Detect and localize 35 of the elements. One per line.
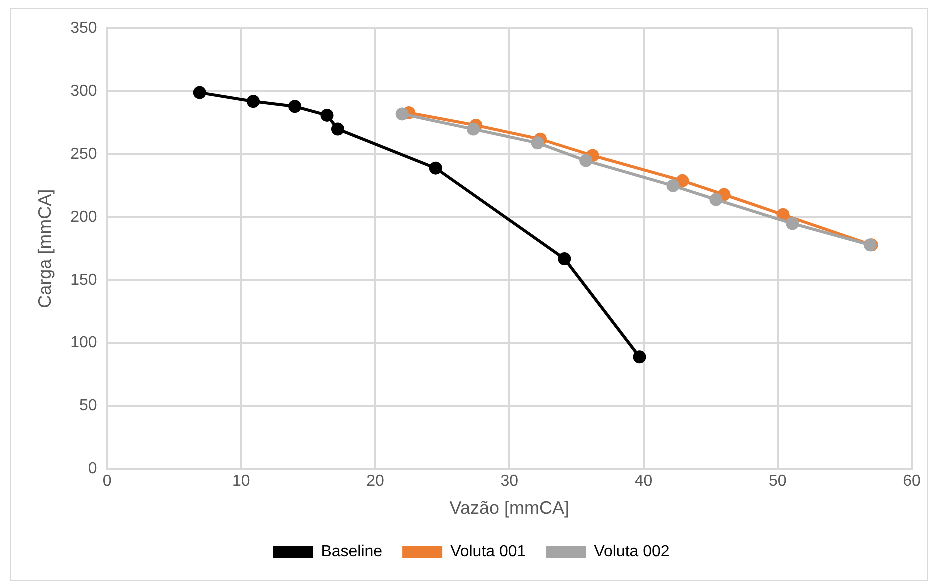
point <box>580 154 593 168</box>
point <box>331 122 344 136</box>
legend-label: Baseline <box>321 543 383 560</box>
y-tick-label: 350 <box>70 20 98 38</box>
y-tick-label: 50 <box>80 398 98 415</box>
point <box>786 217 800 230</box>
point <box>633 350 646 364</box>
x-tick-label: 50 <box>768 473 787 490</box>
legend-label: Voluta 002 <box>594 543 670 560</box>
legend-label: Voluta 001 <box>450 543 526 560</box>
point <box>396 108 409 121</box>
y-tick-label: 300 <box>70 82 98 100</box>
point <box>466 122 480 136</box>
y-tick-label: 100 <box>70 334 98 352</box>
x-tick-label: 60 <box>903 473 921 490</box>
point <box>193 86 206 100</box>
y-tick-label: 250 <box>70 146 98 163</box>
x-tick-label: 20 <box>366 473 385 490</box>
x-tick-label: 40 <box>634 473 653 490</box>
point <box>288 100 302 114</box>
point <box>710 193 723 206</box>
point <box>246 95 260 108</box>
point <box>429 162 442 175</box>
y-axis-title: Carga [mmCA] <box>34 189 55 308</box>
y-tick-label: 150 <box>70 272 98 289</box>
x-tick-label: 0 <box>102 473 112 490</box>
point <box>558 252 572 266</box>
x-tick-label: 30 <box>500 473 519 490</box>
point <box>666 179 680 192</box>
y-tick-label: 200 <box>70 208 98 226</box>
point <box>320 108 334 122</box>
y-tick-label: 0 <box>88 460 98 478</box>
x-tick-label: 10 <box>232 473 250 490</box>
x-axis-title: Vazão [mmCA] <box>450 498 570 518</box>
point <box>531 136 544 150</box>
